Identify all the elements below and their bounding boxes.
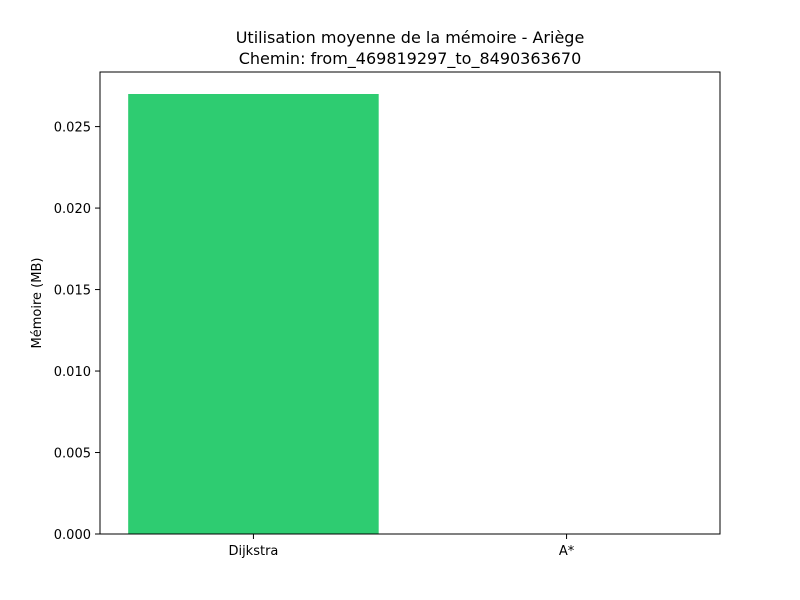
y-tick-label: 0.000 — [54, 528, 91, 543]
y-tick-label: 0.005 — [54, 447, 91, 462]
chart-subtitle: Chemin: from_469819297_to_8490363670 — [239, 49, 582, 69]
bars-group — [128, 94, 379, 534]
y-tick-label: 0.020 — [54, 202, 91, 217]
chart-title: Utilisation moyenne de la mémoire - Ariè… — [236, 28, 585, 47]
y-tick-label: 0.015 — [54, 284, 91, 299]
x-tick-label: Dijkstra — [228, 544, 278, 559]
x-axis-ticks: Dijkstra A* — [228, 534, 575, 559]
y-tick-label: 0.025 — [54, 121, 91, 136]
x-tick-label: A* — [559, 544, 575, 559]
bar-dijkstra — [128, 94, 379, 534]
y-tick-label: 0.010 — [54, 365, 91, 380]
y-axis-label: Mémoire (MB) — [30, 258, 45, 349]
plot-area-frame — [99, 71, 721, 535]
y-axis-ticks: 0.000 0.005 0.010 0.015 0.020 0.025 — [54, 121, 100, 543]
